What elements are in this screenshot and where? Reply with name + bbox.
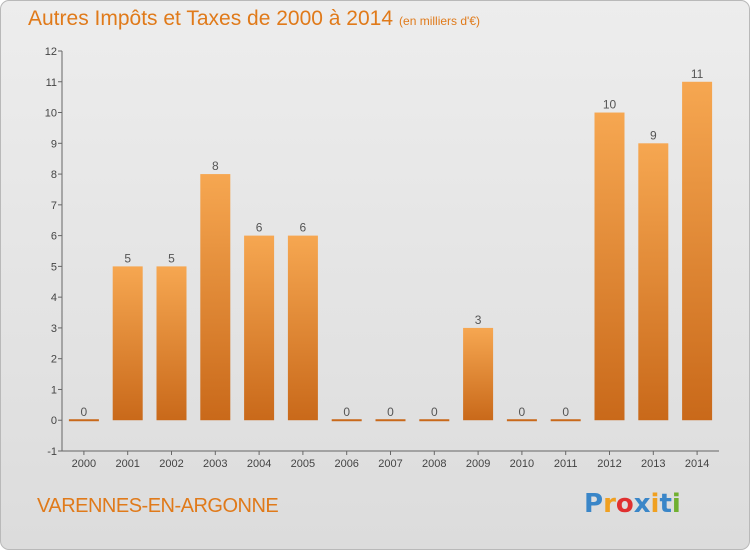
chart-title: Autres Impôts et Taxes de 2000 à 2014 (en… — [28, 7, 480, 31]
x-tick-label: 2010 — [510, 458, 534, 470]
bar — [375, 419, 406, 422]
bar — [506, 419, 537, 422]
x-tick-label: 2005 — [291, 458, 315, 470]
x-tick-label: 2004 — [247, 458, 271, 470]
title-unit: (en milliers d'€) — [399, 14, 481, 28]
bar — [200, 174, 231, 421]
x-tick-label: 2006 — [334, 458, 358, 470]
bar — [331, 419, 362, 422]
y-tick-label: 6 — [51, 231, 57, 243]
x-tick-label: 2002 — [159, 458, 183, 470]
data-label: 0 — [81, 405, 88, 419]
data-label: 5 — [168, 251, 175, 265]
data-label: 0 — [562, 405, 569, 419]
x-tick-label: 2011 — [554, 458, 578, 470]
data-label: 9 — [650, 128, 657, 142]
y-tick-label: 2 — [51, 354, 57, 366]
data-label: 0 — [519, 405, 526, 419]
data-label: 3 — [475, 313, 482, 327]
y-tick-label: 10 — [45, 108, 57, 120]
data-label: 6 — [256, 221, 263, 235]
data-label: 8 — [212, 159, 219, 173]
logo-letter: i — [650, 489, 660, 519]
commune-name: VARENNES-EN-ARGONNE — [37, 495, 279, 517]
bar — [594, 112, 625, 421]
y-tick-label: 1 — [51, 384, 57, 396]
logo-letter: x — [633, 489, 651, 519]
bar — [244, 235, 275, 421]
title-text: Autres Impôts et Taxes de 2000 à 2014 — [28, 7, 394, 30]
y-tick-label: 11 — [46, 77, 57, 89]
bar — [287, 235, 318, 421]
y-tick-label: 3 — [51, 323, 57, 335]
data-label: 0 — [431, 405, 438, 419]
x-tick-label: 2013 — [641, 458, 665, 470]
x-tick-label: 2014 — [685, 458, 709, 470]
x-tick-label: 2012 — [597, 458, 621, 470]
y-tick-label: 0 — [51, 415, 57, 427]
logo-letter: r — [603, 489, 616, 519]
y-tick-label: 4 — [51, 292, 57, 304]
bars — [68, 81, 713, 422]
y-tick-label: 7 — [51, 200, 57, 212]
x-tick-label: 2008 — [422, 458, 446, 470]
data-label: 0 — [387, 405, 394, 419]
bar — [550, 419, 581, 422]
logo-letter: t — [659, 489, 672, 519]
x-tick-label: 2001 — [115, 458, 139, 470]
y-tick-label: 5 — [51, 261, 57, 273]
bar — [682, 81, 713, 421]
data-label: 6 — [300, 221, 307, 235]
y-tick-label: 8 — [51, 169, 57, 181]
data-label: 5 — [124, 251, 131, 265]
proxiti-logo: Proxiti — [584, 489, 681, 519]
logo-letter: P — [584, 489, 604, 519]
bar — [463, 327, 494, 421]
labels: 0 5 5 8 6 6 0 0 0 3 0 0 10 9 11 — [81, 67, 704, 419]
bar — [419, 419, 450, 422]
bar — [112, 266, 143, 421]
bar — [68, 419, 99, 422]
data-label: 11 — [691, 67, 704, 81]
y-tick-label: -1 — [47, 446, 57, 458]
data-label: 0 — [343, 405, 350, 419]
x-tick-label: 2007 — [378, 458, 402, 470]
logo-letter: o — [615, 489, 634, 519]
x-tick-label: 2000 — [72, 458, 96, 470]
y-tick-label: 12 — [45, 46, 57, 58]
bar — [156, 266, 187, 421]
x-tick-label: 2003 — [203, 458, 227, 470]
y-tick-label: 9 — [51, 138, 57, 150]
logo-letter: i — [671, 489, 681, 519]
bar — [638, 143, 669, 421]
x-tick-label: 2009 — [466, 458, 490, 470]
data-label: 10 — [603, 98, 617, 112]
